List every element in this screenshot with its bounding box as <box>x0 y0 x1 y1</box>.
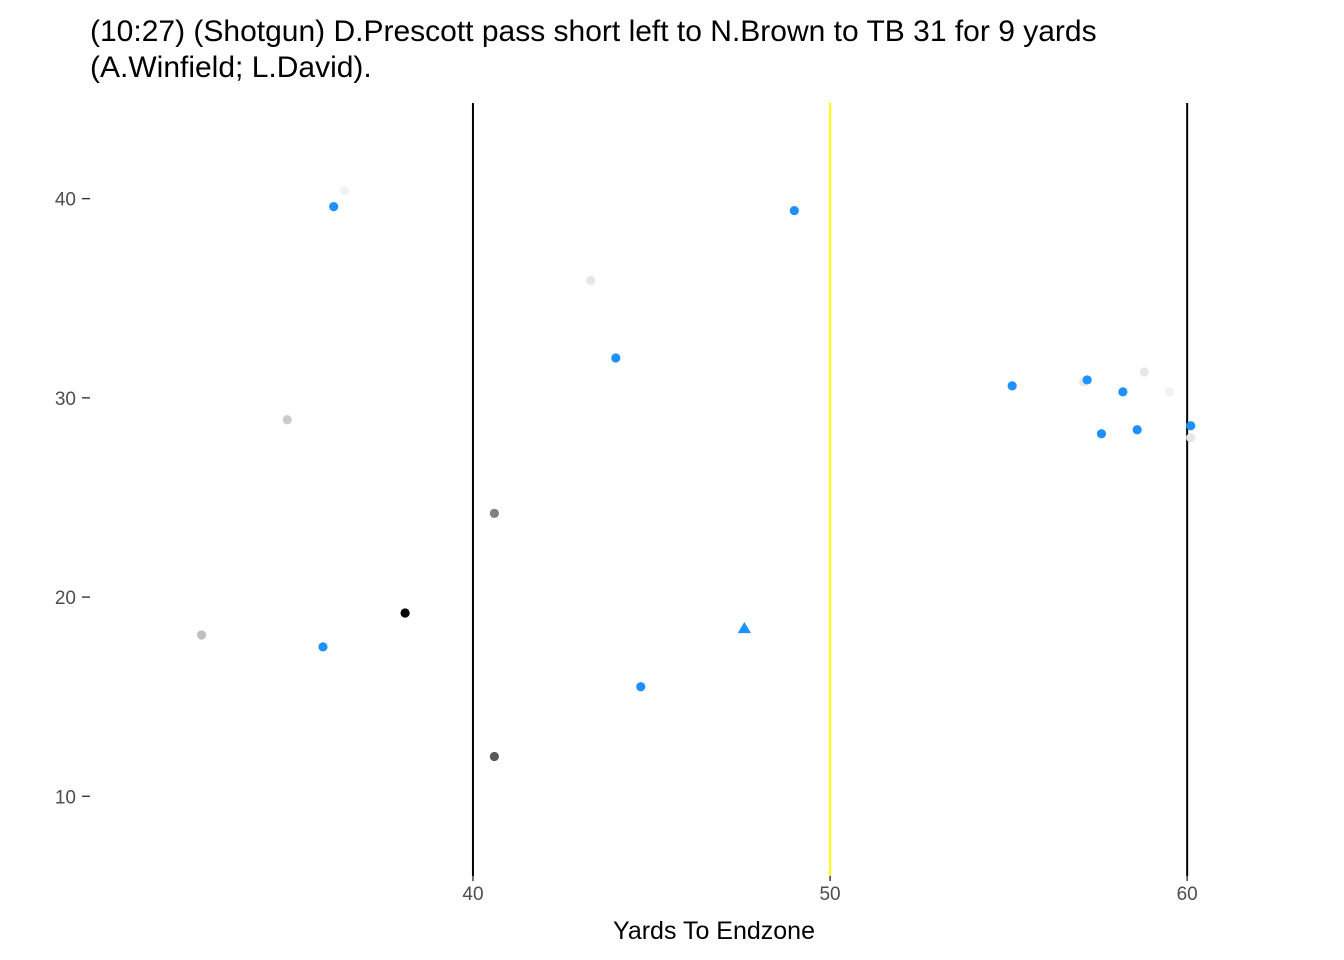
player-marker-21 <box>1186 433 1196 443</box>
x-tick-label-60: 60 <box>1177 884 1198 905</box>
chart-title: (10:27) (Shotgun) D.Prescott pass short … <box>90 14 1330 86</box>
player-marker-15 <box>1082 375 1092 385</box>
player-marker-12 <box>789 205 799 216</box>
x-tick-label-40: 40 <box>462 884 483 905</box>
player-marker-2 <box>282 415 292 425</box>
reference-lines <box>471 103 1189 876</box>
player-marker-20 <box>1164 387 1174 397</box>
player-marker-18 <box>1132 425 1142 435</box>
player-points <box>196 186 1196 762</box>
player-marker-22 <box>1186 421 1196 431</box>
player-marker-19 <box>1139 367 1149 377</box>
player-marker-1 <box>339 186 349 196</box>
player-marker-ball-carrier <box>737 621 752 634</box>
player-marker-6 <box>489 508 499 519</box>
player-marker-5 <box>400 608 410 618</box>
y-tick-label-30: 30 <box>55 389 76 410</box>
chart-title-line-1: (10:27) (Shotgun) D.Prescott pass short … <box>90 15 1097 48</box>
player-marker-9 <box>611 353 621 363</box>
player-marker-4 <box>318 642 328 652</box>
player-marker-7 <box>489 751 499 762</box>
y-axis: 10 20 30 40 <box>55 190 90 808</box>
player-marker-8 <box>586 275 596 285</box>
player-marker-17 <box>1118 387 1128 397</box>
x-tick-label-50: 50 <box>819 884 840 905</box>
player-marker-16 <box>1096 429 1107 439</box>
y-tick-label-40: 40 <box>55 190 76 211</box>
player-marker-10 <box>636 682 646 692</box>
player-marker-0 <box>329 201 339 212</box>
y-tick-label-20: 20 <box>55 588 76 609</box>
x-axis-title: Yards To Endzone <box>613 917 815 945</box>
x-axis: 40 50 60 <box>462 876 1198 905</box>
player-marker-13 <box>1007 381 1017 391</box>
y-tick-label-10: 10 <box>55 787 76 808</box>
chart-title-line-2: (A.Winfield; L.David). <box>90 51 372 84</box>
player-marker-3 <box>196 630 207 640</box>
